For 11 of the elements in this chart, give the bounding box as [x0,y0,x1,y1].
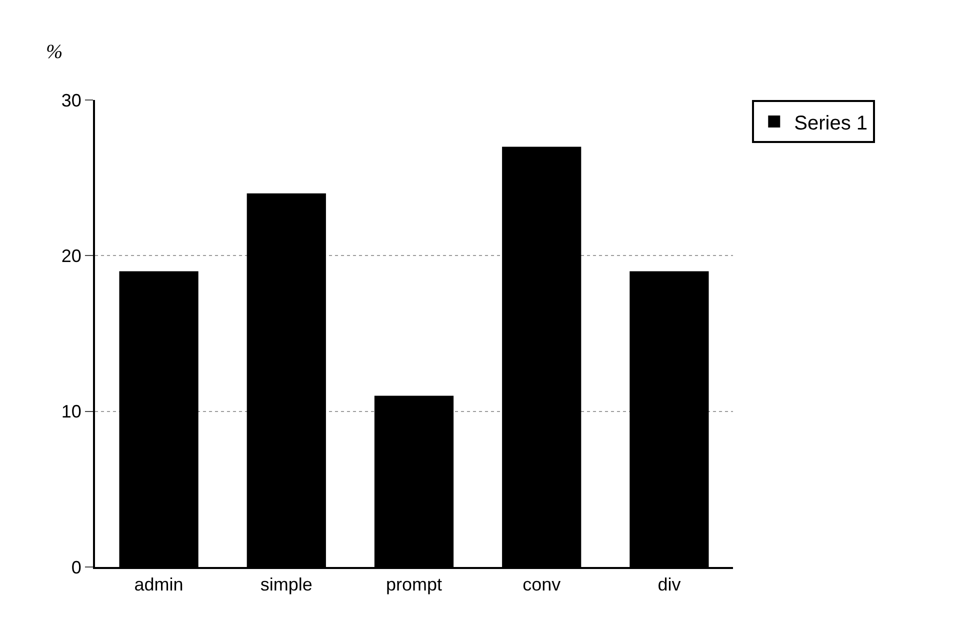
x-tick-label: simple [260,574,312,595]
x-tick-label: admin [134,574,184,595]
y-axis-title: % [46,41,63,63]
x-tick-label: prompt [386,574,442,595]
x-tick-label: conv [522,574,561,595]
y-tick-label: 20 [61,246,82,266]
y-tick-label: 30 [61,90,82,110]
x-tick-label: div [658,574,681,595]
y-tick-label: 0 [71,557,82,578]
legend-label: Series 1 [794,112,868,134]
y-tick-label: 10 [61,402,82,422]
